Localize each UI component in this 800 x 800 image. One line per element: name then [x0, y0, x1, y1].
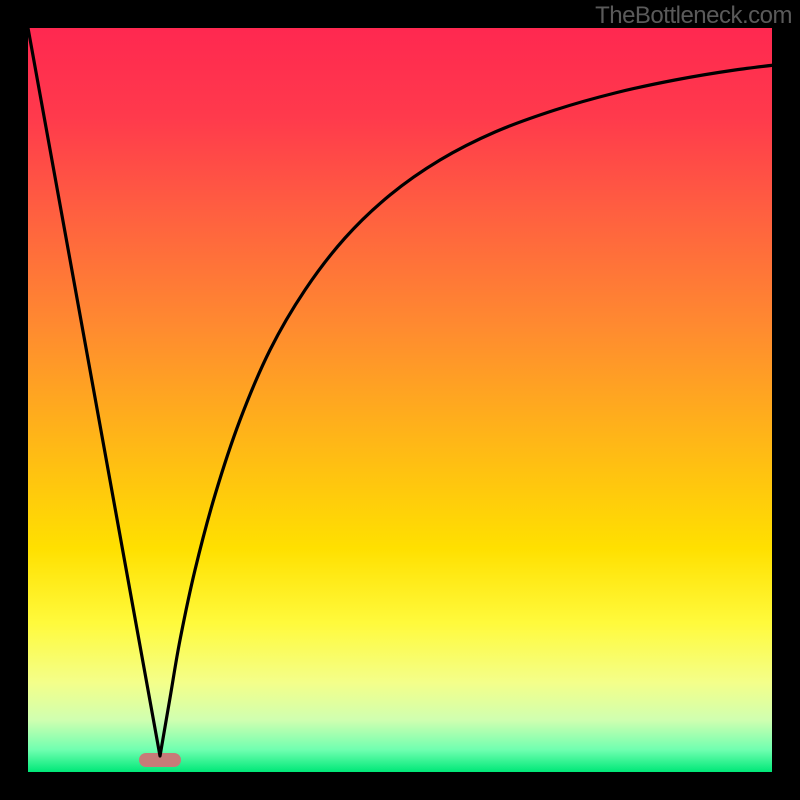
chart-container: TheBottleneck.com: [0, 0, 800, 800]
watermark-text: TheBottleneck.com: [595, 2, 792, 30]
chart-background: [28, 28, 772, 772]
bottleneck-chart: [0, 0, 800, 800]
